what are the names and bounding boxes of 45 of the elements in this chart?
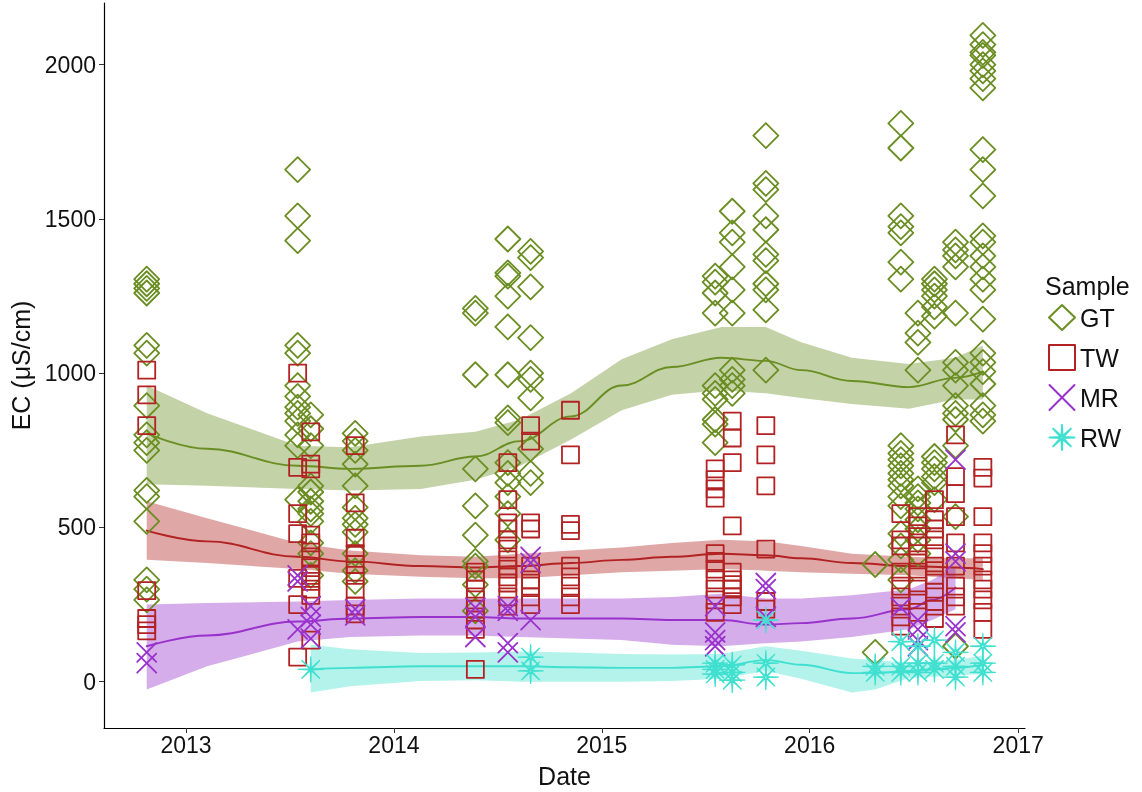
legend-title: Sample [1045,271,1130,300]
legend-label: MR [1080,383,1119,412]
legend-label: TW [1080,343,1120,372]
point [702,660,729,688]
point [497,600,519,622]
point [942,653,969,680]
y-tick-label: 1500 [44,205,96,232]
point [755,572,777,594]
y-tick-label: 1000 [44,360,96,387]
x-tick-label: 2014 [368,731,420,758]
x-tick-label: 2017 [992,731,1044,758]
legend-label: GT [1080,303,1115,332]
point [497,642,519,663]
point [704,621,726,643]
y-tick-label: 500 [57,514,96,541]
point [136,642,158,663]
x-axis-title: Date [538,761,591,790]
point [497,632,519,654]
point [136,652,158,674]
point [945,615,966,637]
point [942,663,969,691]
point [945,551,966,572]
legend-label: RW [1080,423,1122,452]
point [887,628,914,655]
point [704,635,726,657]
x-tick-label: 2013 [160,731,212,758]
point [520,552,542,574]
point [969,659,996,686]
point [517,657,544,685]
y-tick-label: 0 [83,668,96,695]
point [344,598,366,620]
point [287,618,309,640]
point [752,663,779,691]
point [297,656,324,683]
point [921,656,948,683]
x-tick-label: 2015 [576,731,628,758]
point [862,659,889,686]
x-tick-label: 2016 [784,731,836,758]
y-axis-title: EC (μS/cm) [7,300,36,431]
y-tick-label: 2000 [44,51,96,78]
point [704,629,726,651]
point [719,667,746,694]
point [945,543,966,565]
point [520,609,542,631]
point [520,546,542,568]
